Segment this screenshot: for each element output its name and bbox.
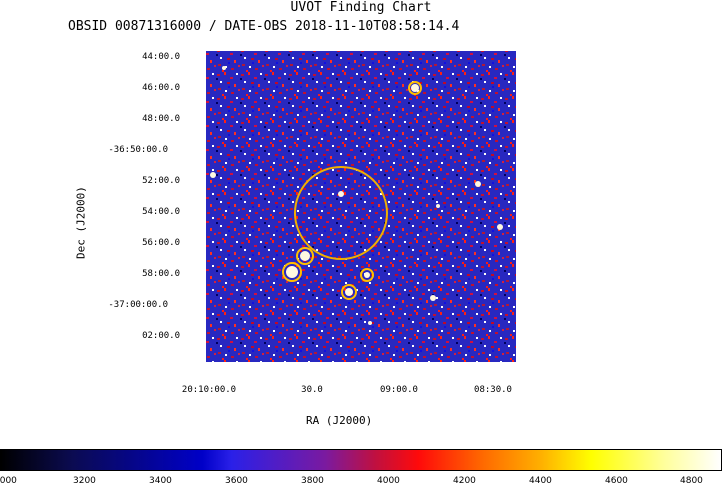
colorbar-label: 4200 [453,476,476,486]
colorbar-label: 4400 [529,476,552,486]
colorbar-label: 4600 [605,476,628,486]
star [345,288,353,296]
star [210,172,216,178]
colorbar-label: 3600 [225,476,248,486]
x-axis-title: RA (J2000) [306,414,373,427]
colorbar [0,449,722,471]
y-tick-label: 56:00.0 [142,238,180,248]
y-tick-label: -36:50:00.0 [108,145,168,155]
y-tick-label: 46:00.0 [142,83,180,93]
star [338,191,344,197]
target-circle [294,166,388,260]
y-tick-label: 58:00.0 [142,269,180,279]
colorbar-label: 4800 [680,476,703,486]
star [364,272,370,278]
sky-image [206,51,516,362]
colorbar-label: 3800 [301,476,324,486]
y-tick-label: -37:00:00.0 [108,300,168,310]
x-tick-label: 09:00.0 [380,385,418,395]
y-axis-title: Dec (J2000) [74,186,88,259]
y-tick-label: 02:00.0 [142,331,180,341]
y-tick-label: 48:00.0 [142,114,180,124]
star [497,224,503,230]
y-tick-label: 54:00.0 [142,207,180,217]
colorbar-label: 3200 [73,476,96,486]
star [286,266,298,278]
star [475,181,481,187]
star-glows [282,81,422,300]
bright-stars [210,66,503,325]
colorbar-label: 4000 [377,476,400,486]
star [411,84,419,92]
star [222,66,226,70]
star [430,295,436,301]
star [436,204,440,208]
colorbar-label: 3000 [0,476,17,486]
chart-title: UVOT Finding Chart [290,0,432,15]
x-tick-label: 08:30.0 [474,385,512,395]
star [368,321,372,325]
x-tick-label: 20:10:00.0 [181,385,237,395]
x-tick-label: 30.0 [301,385,323,395]
y-tick-label: 44:00.0 [142,52,180,62]
y-tick-label: 52:00.0 [142,176,180,186]
chart-subtitle: OBSID 00871316000 / DATE-OBS 2018-11-10T… [68,19,460,34]
star [300,251,310,261]
colorbar-label: 3400 [149,476,172,486]
